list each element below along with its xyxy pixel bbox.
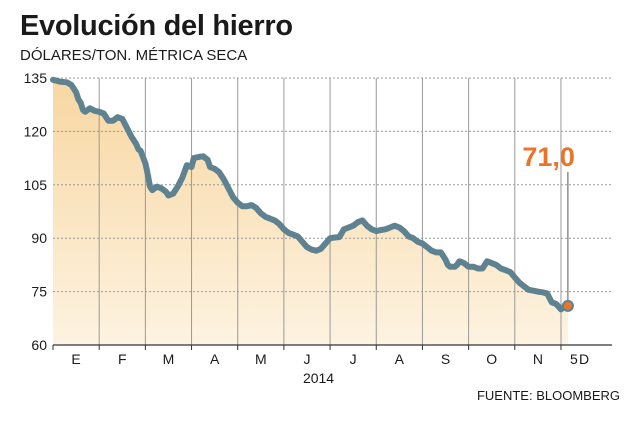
y-tick-label: 135 <box>24 70 48 86</box>
source-note: FUENTE: BLOOMBERG <box>476 388 620 403</box>
x-axis-year-label: 2014 <box>303 370 334 386</box>
last-value-label: 71,0 <box>522 142 575 172</box>
x-tick-label: M <box>163 351 175 367</box>
x-tick-label: J <box>303 351 310 367</box>
area-layer <box>53 79 568 346</box>
x-tick-label: M <box>255 351 267 367</box>
x-tick-label: F <box>118 351 127 367</box>
x-tick-label: A <box>210 351 220 367</box>
x-tick-label: S <box>441 351 450 367</box>
last-value-point <box>561 299 574 312</box>
chart-title: Evolución del hierro <box>20 10 293 42</box>
y-tick-label: 75 <box>31 284 47 300</box>
chart-subtitle: DÓLARES/TON. MÉTRICA SECA <box>20 47 248 64</box>
x-tick-label: O <box>486 351 497 367</box>
y-tick-label: 90 <box>31 230 47 246</box>
y-tick-label: 120 <box>24 123 48 139</box>
x-tick-label: J <box>350 351 357 367</box>
tick-labels: 60 75 90 105 120 135 E F M A M J J A S O N D 2014 5 <box>24 70 589 386</box>
x-tick-label: A <box>395 351 405 367</box>
series-line <box>50 76 571 313</box>
x-tick-label: E <box>71 351 80 367</box>
x-tick-label: D <box>579 351 589 367</box>
series-area <box>53 79 568 346</box>
axes <box>52 344 612 350</box>
gridlines <box>53 77 612 345</box>
y-tick-label: 105 <box>24 177 48 193</box>
x-tick-label: N <box>533 351 543 367</box>
y-tick-label: 60 <box>31 337 47 353</box>
series-layer: 71,0 <box>50 76 575 313</box>
x-tick-label-day: 5 <box>570 351 578 367</box>
